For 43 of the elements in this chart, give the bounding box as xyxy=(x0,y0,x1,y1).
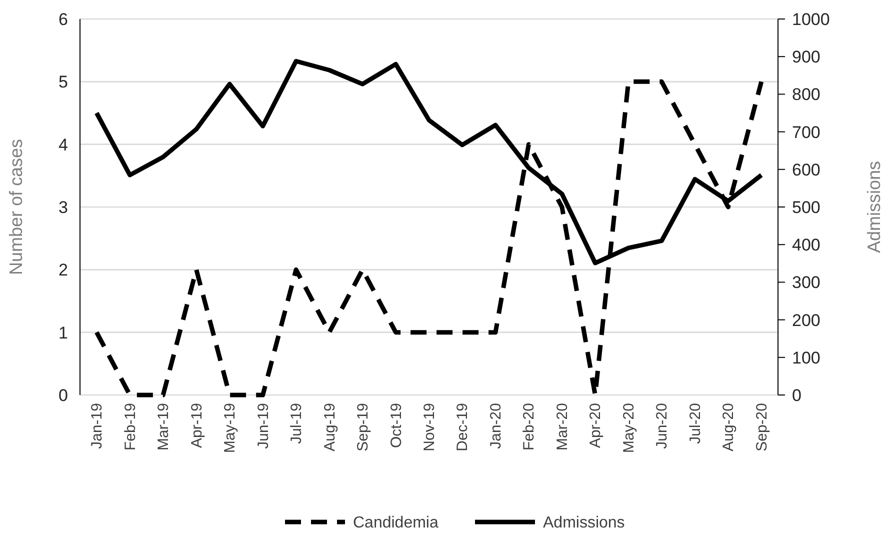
y-tick-label: 0 xyxy=(58,386,68,405)
y-tick-label: 5 xyxy=(58,72,68,92)
x-tick-label: Sep-19 xyxy=(354,403,372,452)
x-tick-label: Jul-19 xyxy=(288,403,306,444)
y-tick-label: 2 xyxy=(58,260,68,280)
x-tick-label: Jan-20 xyxy=(487,403,504,449)
x-tick-label: Aug-19 xyxy=(321,403,338,452)
x-tick-label: Jun-20 xyxy=(654,403,671,449)
x-tick-label: Oct-19 xyxy=(388,403,405,448)
y2-tick-label: 500 xyxy=(792,198,820,217)
y-tick-label: 1 xyxy=(58,323,68,342)
x-tick-label: Feb-20 xyxy=(520,403,538,451)
x-tick-label: Jun-19 xyxy=(254,403,272,449)
y2-tick-label: 600 xyxy=(792,160,820,180)
y2-tick-label: 300 xyxy=(792,273,820,292)
y-tick-label: 3 xyxy=(58,198,68,217)
y2-tick-label: 100 xyxy=(792,348,820,368)
x-tick-label: Jan-19 xyxy=(88,403,106,449)
y2-tick-label: 800 xyxy=(792,85,820,104)
y2-tick-label: 400 xyxy=(792,236,820,255)
x-tick-label: Sep-20 xyxy=(753,403,770,452)
x-tick-label: May-20 xyxy=(620,403,638,454)
x-tick-label: Jul-20 xyxy=(686,403,704,444)
x-tick-label: Dec-19 xyxy=(454,403,472,452)
y2-tick-label: 200 xyxy=(792,310,820,330)
y-axis-title: Number of cases xyxy=(6,138,26,276)
x-tick-label: Aug-20 xyxy=(720,403,738,452)
x-tick-label: May-19 xyxy=(222,403,239,454)
x-tick-label: Mar-20 xyxy=(554,403,571,451)
legend-label: Candidemia xyxy=(353,514,438,532)
x-tick-label: Apr-19 xyxy=(188,403,206,448)
y-tick-label: 4 xyxy=(58,135,68,154)
x-tick-label: Feb-19 xyxy=(122,403,139,451)
y2-tick-label: 700 xyxy=(792,122,820,142)
y2-tick-label: 0 xyxy=(792,386,802,405)
x-tick-label: Apr-20 xyxy=(587,403,604,448)
y-tick-label: 6 xyxy=(58,10,68,29)
legend-label: Admissions xyxy=(543,514,625,532)
y2-tick-label: 1000 xyxy=(792,10,830,29)
y2-tick-label: 900 xyxy=(792,48,820,67)
x-tick-label: Mar-19 xyxy=(155,403,172,451)
y2-axis-title: Admissions xyxy=(864,160,884,254)
x-tick-label: Nov-19 xyxy=(421,403,438,452)
